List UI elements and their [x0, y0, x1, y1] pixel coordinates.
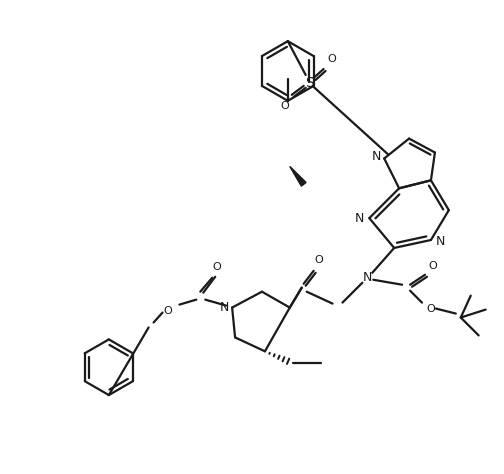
Text: S: S: [305, 76, 314, 90]
Text: O: O: [327, 54, 336, 64]
Text: N: N: [371, 150, 381, 163]
Text: O: O: [213, 262, 222, 272]
Text: O: O: [426, 303, 435, 314]
Text: N: N: [219, 301, 229, 314]
Text: N: N: [355, 211, 364, 225]
Text: O: O: [314, 255, 323, 265]
Text: O: O: [280, 101, 289, 111]
Text: N: N: [363, 271, 372, 284]
Text: O: O: [163, 306, 172, 316]
Polygon shape: [290, 166, 306, 186]
Text: N: N: [436, 236, 446, 248]
Text: O: O: [428, 261, 437, 271]
